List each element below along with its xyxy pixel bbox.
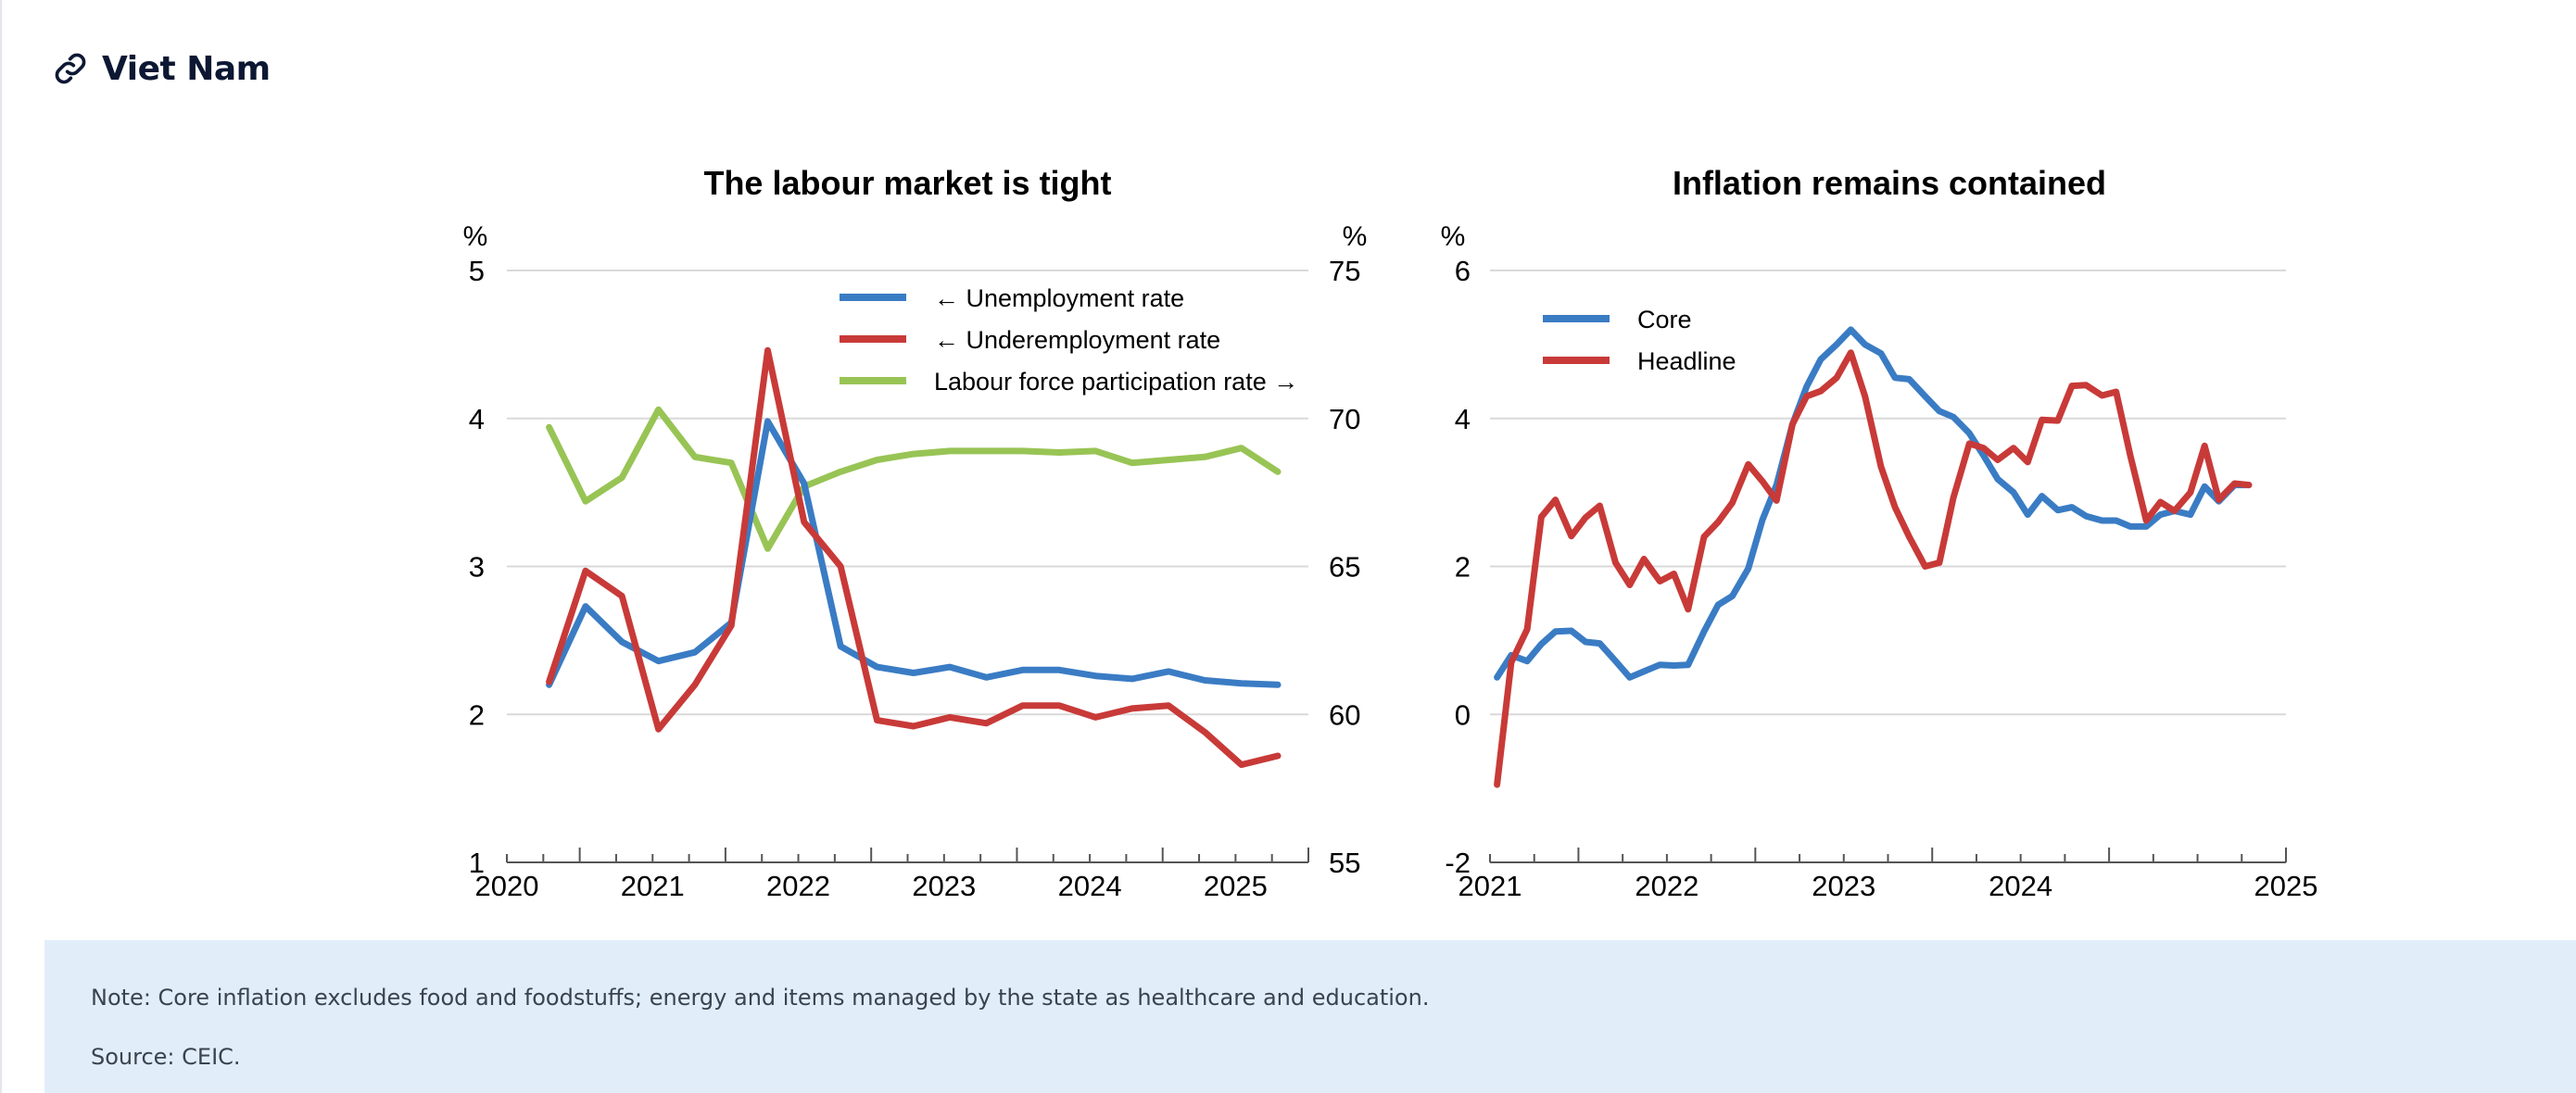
y-tick-label: 0 bbox=[1455, 698, 1471, 731]
link-icon[interactable] bbox=[52, 50, 89, 87]
y-tick-label: 6 bbox=[1455, 255, 1471, 287]
y-axis-unit-left: % bbox=[463, 221, 488, 252]
y-tick-label-left: 2 bbox=[469, 698, 485, 731]
x-tick-label: 2023 bbox=[912, 870, 976, 902]
note-panel: Note: Core inflation excludes food and f… bbox=[44, 940, 2576, 1093]
y-tick-label-left: 1 bbox=[469, 847, 485, 879]
y-tick-label-right: 70 bbox=[1329, 403, 1360, 435]
chart-title: Inflation remains contained bbox=[1673, 164, 2106, 202]
y-tick-label-right: 60 bbox=[1329, 698, 1360, 731]
y-tick-label: 2 bbox=[1455, 551, 1471, 584]
x-tick-label: 2024 bbox=[1058, 870, 1122, 902]
legend-label: Headline bbox=[1637, 347, 1736, 375]
x-tick-label: 2022 bbox=[1635, 870, 1698, 902]
charts-figure: The labour market is tight% %543217570656… bbox=[463, 164, 2318, 902]
page-title: Viet Nam bbox=[102, 49, 271, 88]
y-tick-label-right: 55 bbox=[1329, 847, 1360, 879]
y-tick-label: 4 bbox=[1455, 403, 1471, 435]
series-line bbox=[546, 346, 1282, 769]
series-line bbox=[1494, 326, 2253, 681]
legend-label: ← Unemployment rate bbox=[934, 284, 1184, 312]
chart-title: The labour market is tight bbox=[703, 164, 1111, 202]
x-tick-label: 2024 bbox=[1989, 870, 2052, 902]
y-axis-unit: % bbox=[1441, 221, 1466, 252]
x-tick-label: 2021 bbox=[1458, 870, 1522, 902]
series-line bbox=[546, 406, 1282, 552]
x-tick-label: 2021 bbox=[621, 870, 685, 902]
legend-label: Core bbox=[1637, 306, 1692, 333]
x-tick-label: 2020 bbox=[475, 870, 539, 902]
y-tick-label-left: 3 bbox=[469, 551, 485, 584]
series-line bbox=[546, 418, 1282, 688]
x-tick-label: 2025 bbox=[1204, 870, 1268, 902]
x-tick-label: 2025 bbox=[2254, 870, 2318, 902]
series-line bbox=[1494, 349, 2253, 788]
legend-label: ← Underemployment rate bbox=[934, 326, 1220, 354]
y-axis-unit-right: % bbox=[1343, 221, 1368, 252]
y-tick-label-right: 65 bbox=[1329, 551, 1360, 584]
y-tick-label-right: 75 bbox=[1329, 255, 1360, 287]
note-text: Note: Core inflation excludes food and f… bbox=[91, 985, 1430, 1011]
y-tick-label: -2 bbox=[1445, 847, 1471, 879]
x-tick-label: 2023 bbox=[1812, 870, 1875, 902]
legend-label: Labour force participation rate → bbox=[934, 368, 1298, 396]
x-tick-label: 2022 bbox=[766, 870, 830, 902]
source-text: Source: CEIC. bbox=[91, 1044, 241, 1070]
page-left-border bbox=[0, 0, 2, 1093]
y-tick-label-left: 4 bbox=[469, 403, 485, 435]
section-header: Viet Nam bbox=[52, 41, 271, 96]
y-tick-label-left: 5 bbox=[469, 255, 485, 287]
